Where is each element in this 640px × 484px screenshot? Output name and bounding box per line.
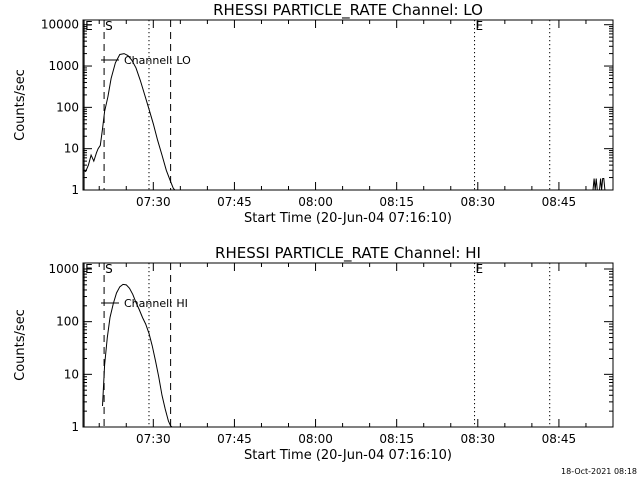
event-marker-label: S [105, 19, 113, 33]
plot-frame [82, 19, 614, 191]
legend-label: Channel: LO [124, 54, 191, 67]
legend-label: Channel: HI [124, 297, 188, 310]
x-tick-label: 08:30 [460, 432, 495, 446]
chart-title: RHESSI PARTICLE_RATE Channel: LO [213, 1, 483, 20]
event-marker-label: E [476, 262, 484, 276]
x-tick-label: 08:00 [298, 432, 333, 446]
x-tick-label: 07:30 [136, 195, 171, 209]
y-tick-label: 100 [56, 100, 79, 114]
x-tick-label: 08:00 [298, 195, 333, 209]
event-marker-label: E [85, 262, 93, 276]
plot-frame [82, 262, 614, 428]
footer-timestamp: 18-Oct-2021 08:18 [561, 467, 637, 476]
data-series-line [592, 178, 606, 191]
chart-panel-1: RHESSI PARTICLE_RATE Channel: LO 07:30 07:… [13, 1, 614, 226]
y-tick-label: 10000 [41, 18, 79, 32]
x-tick-label: 08:15 [379, 432, 414, 446]
y-tick-label: 1000 [48, 59, 79, 73]
y-tick-label: 1 [71, 420, 79, 434]
y-tick-label: 100 [56, 315, 79, 329]
data-series-line [82, 53, 176, 191]
x-tick-label: 07:30 [136, 432, 171, 446]
x-tick-label: 07:45 [217, 432, 252, 446]
x-axis-label: Start Time (20-Jun-04 07:16:10) [244, 211, 452, 226]
y-tick-label: 1 [71, 183, 79, 197]
x-tick-label: 08:45 [542, 432, 577, 446]
x-axis-label: Start Time (20-Jun-04 07:16:10) [244, 448, 452, 463]
y-tick-label: 1000 [48, 262, 79, 276]
x-tick-label: 08:30 [460, 195, 495, 209]
chart-panel-2: RHESSI PARTICLE_RATE Channel: HI 07:30 07:… [13, 244, 614, 463]
chart-title: RHESSI PARTICLE_RATE Channel: HI [215, 244, 481, 263]
event-marker-label: E [476, 19, 484, 33]
event-marker-label: E [85, 19, 93, 33]
data-series-line [102, 283, 173, 428]
y-axis-label: Counts/sec [13, 309, 28, 381]
event-marker-label: S [105, 262, 113, 276]
y-tick-label: 10 [64, 142, 79, 156]
x-tick-label: 08:15 [379, 195, 414, 209]
y-axis-label: Counts/sec [13, 69, 28, 141]
y-tick-label: 10 [64, 367, 79, 381]
x-tick-label: 07:45 [217, 195, 252, 209]
x-tick-label: 08:45 [542, 195, 577, 209]
